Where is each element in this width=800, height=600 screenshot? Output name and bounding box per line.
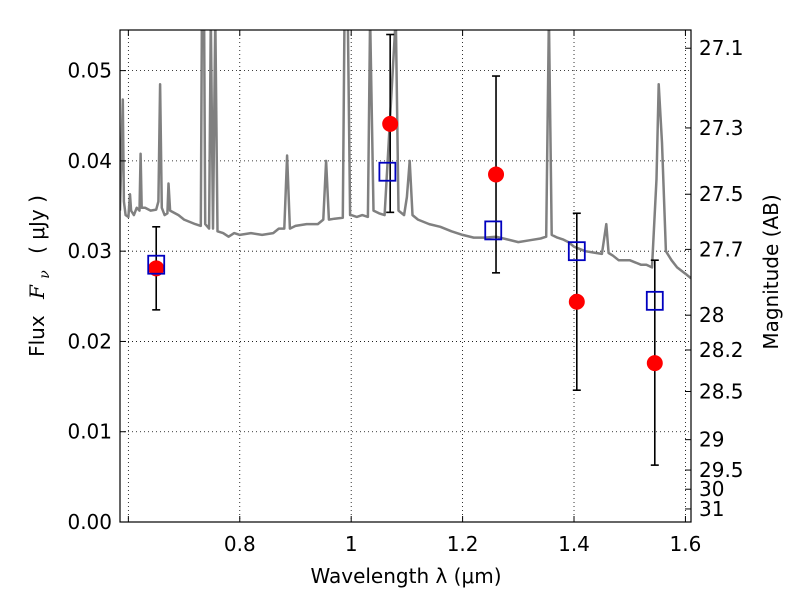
model-point-square bbox=[147, 254, 166, 275]
x-axis-label: Wavelength λ (μm) bbox=[310, 564, 501, 588]
y-tick-label: 0.05 bbox=[67, 59, 112, 83]
y2-tick-label: 29.5 bbox=[699, 458, 744, 482]
y2-tick-label: 31 bbox=[699, 497, 724, 521]
y2-tick-label: 28.5 bbox=[699, 380, 744, 404]
y-axis-label-unit: ( μJy ) bbox=[25, 195, 49, 254]
model-point-square bbox=[484, 220, 503, 241]
y-axis-label: Flux F ν ( μJy ) bbox=[25, 195, 54, 357]
y2-tick-label: 28 bbox=[699, 303, 724, 327]
y-tick-label: 0.02 bbox=[67, 329, 112, 353]
x-tick-label: 1.6 bbox=[670, 532, 702, 556]
y-axis-label-subscript: ν bbox=[37, 270, 53, 279]
x-tick-label: 0.8 bbox=[224, 532, 256, 556]
y2-tick-label: 30 bbox=[699, 477, 724, 501]
y-axis-label-prefix: Flux bbox=[25, 315, 49, 357]
spectrum-line bbox=[120, 30, 691, 280]
x-tick-label: 1 bbox=[345, 532, 358, 556]
x-tick-label: 1.2 bbox=[447, 532, 479, 556]
y2-tick-label: 27.3 bbox=[699, 116, 744, 140]
data-point-circle bbox=[646, 355, 663, 372]
x-tick-label: 1.4 bbox=[558, 532, 590, 556]
y-tick-label: 0.04 bbox=[67, 149, 112, 173]
data-point-circle bbox=[488, 166, 505, 183]
axes: 0.8 1 1.2 1.4 1.6 0.00 0.01 0.02 0.03 0.04 0.05 27.… bbox=[67, 29, 744, 556]
model-point-square bbox=[378, 161, 397, 182]
y2-axis-label: Magnitude (AB) bbox=[759, 194, 783, 349]
plot-area bbox=[120, 30, 691, 466]
y2-tick-label: 27.1 bbox=[699, 36, 744, 60]
y2-tick-label: 28.2 bbox=[699, 338, 744, 362]
y-tick-label: 0.00 bbox=[67, 510, 112, 534]
plot-frame bbox=[119, 29, 692, 523]
y2-tick-label: 27.7 bbox=[699, 237, 744, 261]
model-point-square bbox=[567, 241, 586, 262]
y-tick-label: 0.01 bbox=[67, 420, 112, 444]
model-point-square bbox=[645, 290, 664, 311]
y2-tick-label: 29 bbox=[699, 428, 724, 452]
y2-tick-label: 27.5 bbox=[699, 182, 744, 206]
data-point-circle bbox=[568, 293, 585, 310]
y-axis-label-symbol: F bbox=[25, 284, 49, 300]
y-tick-label: 0.03 bbox=[67, 239, 112, 263]
data-point-circle bbox=[382, 115, 399, 132]
